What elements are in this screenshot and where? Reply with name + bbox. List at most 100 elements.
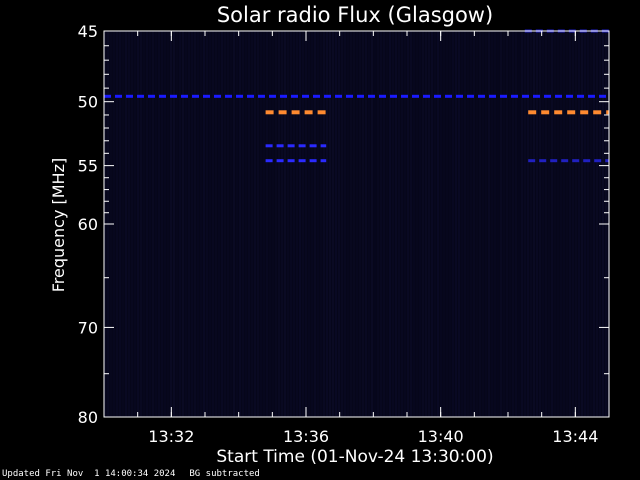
- feature-segment: [265, 159, 273, 163]
- noise-column: [554, 31, 556, 417]
- noise-column: [371, 31, 373, 417]
- noise-column: [254, 31, 256, 417]
- noise-column: [299, 31, 301, 417]
- feature-segment: [500, 94, 507, 98]
- noise-column: [248, 31, 250, 417]
- feature-segment: [599, 94, 606, 98]
- noise-column: [122, 31, 124, 417]
- feature-segment: [561, 159, 569, 163]
- noise-column: [131, 31, 133, 417]
- feature-segment: [320, 144, 327, 148]
- noise-column: [239, 31, 241, 417]
- noise-column: [182, 31, 184, 417]
- noise-column: [581, 31, 583, 417]
- noise-column: [509, 31, 511, 417]
- noise-column: [197, 31, 199, 417]
- feature-segment: [276, 144, 284, 148]
- noise-column: [527, 31, 529, 417]
- noise-column: [545, 31, 547, 417]
- noise-column: [500, 31, 502, 417]
- noise-column: [149, 31, 151, 417]
- noise-column: [407, 31, 409, 417]
- noise-column: [404, 31, 406, 417]
- feature-segment: [379, 94, 386, 98]
- noise-column: [458, 31, 460, 417]
- noise-column: [392, 31, 394, 417]
- noise-column: [398, 31, 400, 417]
- feature-segment: [605, 159, 609, 163]
- x-axis: 13:32 13:36 13:40 13:44: [137, 31, 598, 446]
- feature-segment: [115, 94, 122, 98]
- feature-segment: [291, 94, 298, 98]
- noise-column: [476, 31, 478, 417]
- noise-column: [161, 31, 163, 417]
- noise-column: [461, 31, 463, 417]
- feature-segment: [309, 159, 317, 163]
- feature-segment: [313, 94, 320, 98]
- noise-column: [479, 31, 481, 417]
- noise-column: [236, 31, 238, 417]
- noise-column: [341, 31, 343, 417]
- feature-segment: [390, 94, 397, 98]
- feature-segment: [583, 159, 591, 163]
- feature-segment: [368, 94, 375, 98]
- noise-column: [176, 31, 178, 417]
- feature-segment: [588, 94, 595, 98]
- noise-column: [245, 31, 247, 417]
- noise-column: [470, 31, 472, 417]
- noise-column: [362, 31, 364, 417]
- noise-column: [305, 31, 307, 417]
- noise-column: [212, 31, 214, 417]
- noise-column: [332, 31, 334, 417]
- feature-segment: [159, 94, 166, 98]
- feature-segment: [528, 110, 537, 115]
- feature-segment: [445, 94, 452, 98]
- feature-segment: [203, 94, 210, 98]
- noise-column: [413, 31, 415, 417]
- noise-column: [203, 31, 205, 417]
- feature-segment: [225, 94, 232, 98]
- feature-segment: [265, 110, 274, 115]
- noise-column: [494, 31, 496, 417]
- noise-column: [272, 31, 274, 417]
- noise-column: [410, 31, 412, 417]
- feature-segment: [511, 94, 518, 98]
- noise-column: [359, 31, 361, 417]
- feature-segment: [594, 159, 602, 163]
- noise-column: [224, 31, 226, 417]
- noise-column: [185, 31, 187, 417]
- noise-column: [215, 31, 217, 417]
- feature-segment: [555, 94, 562, 98]
- y-axis: 45 50 55 60 70 80: [78, 22, 609, 427]
- noise-column: [158, 31, 160, 417]
- feature-band: [265, 110, 326, 115]
- feature-segment: [528, 159, 536, 163]
- noise-column: [323, 31, 325, 417]
- noise-column: [242, 31, 244, 417]
- noise-column: [524, 31, 526, 417]
- feature-segment: [278, 110, 287, 115]
- chart-title: Solar radio Flux (Glasgow): [217, 3, 493, 27]
- noise-column: [350, 31, 352, 417]
- feature-segment: [298, 144, 306, 148]
- noise-column: [275, 31, 277, 417]
- noise-column: [263, 31, 265, 417]
- feature-segment: [258, 94, 265, 98]
- noise-column: [425, 31, 427, 417]
- feature-segment: [434, 94, 441, 98]
- noise-column: [467, 31, 469, 417]
- noise-column: [551, 31, 553, 417]
- noise-column: [377, 31, 379, 417]
- noise-column: [230, 31, 232, 417]
- noise-column: [188, 31, 190, 417]
- noise-column: [542, 31, 544, 417]
- feature-band: [104, 94, 606, 98]
- noise-column: [314, 31, 316, 417]
- noise-column: [368, 31, 370, 417]
- noise-column: [374, 31, 376, 417]
- updated-timestamp: Updated Fri Nov 1 14:00:34 2024: [2, 469, 176, 479]
- feature-segment: [456, 94, 463, 98]
- feature-segment: [236, 94, 243, 98]
- noise-column: [389, 31, 391, 417]
